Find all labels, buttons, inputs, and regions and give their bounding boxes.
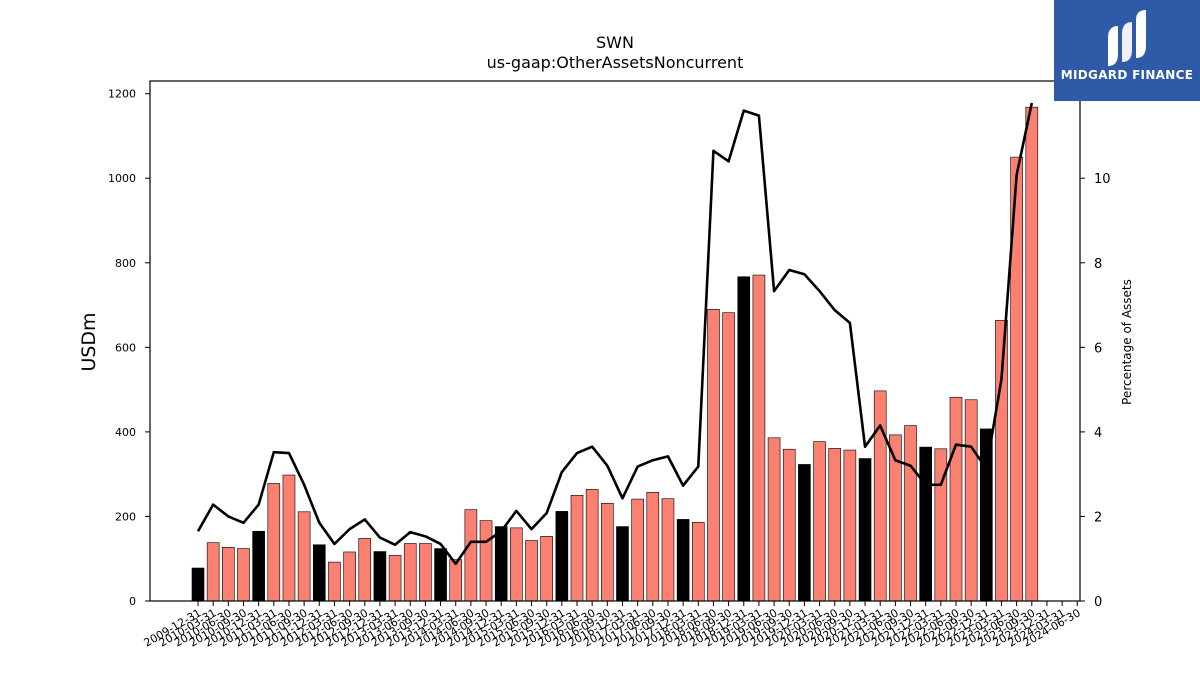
bar [358,538,372,602]
bar [798,464,811,602]
line-series [196,102,1034,566]
bar [297,511,311,602]
bar [252,530,265,602]
line-group [196,102,1034,566]
y2-tick-label: 4 [1094,426,1102,441]
bar [403,543,417,602]
bar [206,542,220,602]
bar [722,312,735,602]
bar [479,520,493,602]
bar [237,548,250,602]
bar [919,446,932,602]
y2-tick-label: 2 [1094,510,1102,525]
y-tick-label: 1200 [108,88,136,101]
y-tick-label: 1000 [108,172,136,185]
bar [752,274,766,602]
y2-axis-label: Percentage of Assets [1120,279,1134,405]
bar [676,519,690,602]
bar [267,483,281,602]
y2-tick-label: 8 [1094,257,1102,272]
bar [312,544,326,602]
bar [904,425,917,602]
bars-group [191,106,1039,602]
bar [282,474,296,602]
y-tick-label: 800 [115,257,136,270]
bar [616,526,629,602]
bar [434,548,447,602]
bar [873,390,887,602]
y-tick-label: 600 [115,341,136,354]
bar [555,511,569,602]
logo-mark-icon [1108,10,1146,66]
bar [828,448,842,602]
chart-subtitle: us-gaap:OtherAssetsNoncurrent [487,53,744,72]
bar [661,498,675,602]
plot-frame [149,80,1081,602]
bar [737,276,751,602]
y-axis-label: USDm [78,312,100,371]
bar [980,428,993,602]
bar [646,492,660,602]
brand-logo: MIDGARD FINANCE [1054,0,1200,101]
bar [782,448,796,602]
bar [691,522,705,602]
bar [222,547,235,602]
y2-tick-label: 0 [1094,595,1102,610]
chart-title: SWN [596,33,634,52]
y-tick-label: 0 [129,595,136,608]
y-tick-label: 200 [115,510,136,523]
bar [1025,106,1039,602]
bar [343,551,356,602]
bar [767,437,781,602]
y-tick-label: 400 [115,426,136,439]
y2-tick-label: 6 [1094,341,1102,356]
bar [964,399,978,602]
y2-tick-label: 10 [1094,172,1111,187]
bar [191,567,205,602]
bar [464,509,478,602]
bar [388,555,402,602]
bar [419,543,432,602]
bar [858,458,872,602]
bar [328,561,341,602]
bar [585,489,599,602]
bar [494,526,508,602]
logo-text: MIDGARD FINANCE [1060,68,1194,82]
bar [449,559,463,602]
bar [373,551,387,602]
bar [540,536,553,602]
axes-group: 0200400600800100012000246810122009-12-31… [108,88,1111,650]
bar [525,540,538,602]
bar [601,503,614,602]
bar [843,449,857,602]
bar [707,308,720,602]
bar [631,498,644,602]
bar [949,396,963,602]
bar [510,527,523,602]
bar [813,441,826,602]
bar [570,495,584,602]
